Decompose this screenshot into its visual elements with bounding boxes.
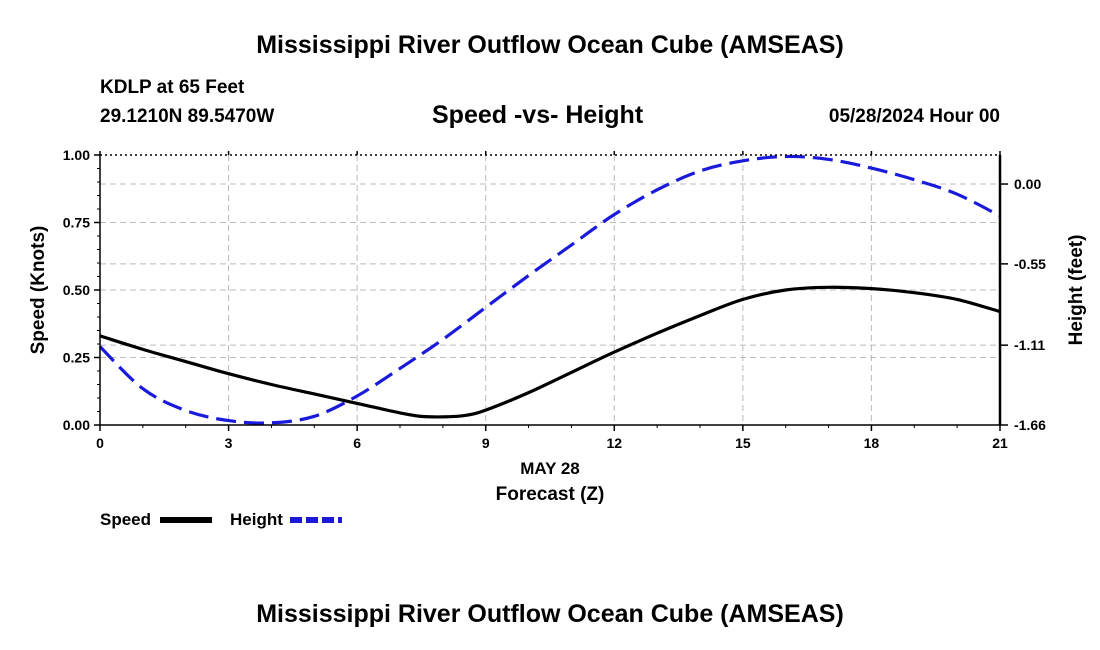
x-tick-label: 9 bbox=[482, 435, 490, 451]
x-tick-label: 18 bbox=[864, 435, 880, 451]
x-axis-title: Forecast (Z) bbox=[496, 484, 605, 505]
coordinates-label: 29.1210N 89.5470W bbox=[100, 106, 275, 127]
grid-layer bbox=[100, 155, 1000, 426]
main-title: Mississippi River Outflow Ocean Cube (AM… bbox=[256, 31, 844, 59]
y2-tick-label: -1.66 bbox=[1014, 417, 1046, 433]
datetime-label: 05/28/2024 Hour 00 bbox=[828, 106, 1000, 127]
x-axis-date: MAY 28 bbox=[520, 459, 580, 478]
axes-layer: 0 3 6 9 12 15 18 21 0.00 0.25 0.50 0.75 1.00 -1.66 -1.… bbox=[63, 147, 1046, 451]
series-line-height bbox=[98, 154, 1001, 425]
x-tick-label: 0 bbox=[96, 435, 104, 451]
legend-label-height: Height bbox=[230, 510, 283, 529]
series-line-speed bbox=[99, 285, 1001, 419]
y-tick-label: 0.50 bbox=[63, 282, 90, 298]
y2-tick-label: -1.11 bbox=[1014, 337, 1045, 353]
y-axis-title: Speed (Knots) bbox=[28, 226, 49, 355]
x-tick-label: 12 bbox=[606, 435, 622, 451]
legend-label-speed: Speed bbox=[100, 510, 151, 529]
bottom-title: Mississippi River Outflow Ocean Cube (AM… bbox=[256, 600, 844, 628]
y-tick-label: 0.25 bbox=[63, 350, 90, 366]
x-tick-label: 21 bbox=[992, 435, 1008, 451]
x-tick-label: 3 bbox=[225, 435, 233, 451]
y2-tick-label: 0.00 bbox=[1014, 176, 1041, 192]
y-tick-label: 1.00 bbox=[63, 147, 90, 163]
y-tick-label: 0.00 bbox=[63, 417, 90, 433]
y2-tick-label: -0.55 bbox=[1014, 256, 1046, 272]
series-layer bbox=[98, 154, 1001, 425]
x-tick-label: 6 bbox=[353, 435, 361, 451]
x-tick-label: 15 bbox=[735, 435, 751, 451]
station-label: KDLP at 65 Feet bbox=[100, 77, 245, 98]
chart-title: Speed -vs- Height bbox=[432, 101, 644, 129]
y-tick-label: 0.75 bbox=[63, 215, 90, 231]
y2-axis-title: Height (feet) bbox=[1066, 235, 1087, 346]
legend: Speed Height bbox=[100, 510, 342, 529]
